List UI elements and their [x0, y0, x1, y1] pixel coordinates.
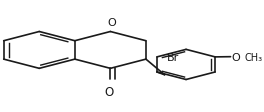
Text: O: O: [232, 52, 241, 62]
Text: O: O: [107, 18, 116, 28]
Text: Br: Br: [167, 53, 179, 63]
Text: O: O: [105, 85, 114, 98]
Text: CH₃: CH₃: [244, 52, 262, 62]
